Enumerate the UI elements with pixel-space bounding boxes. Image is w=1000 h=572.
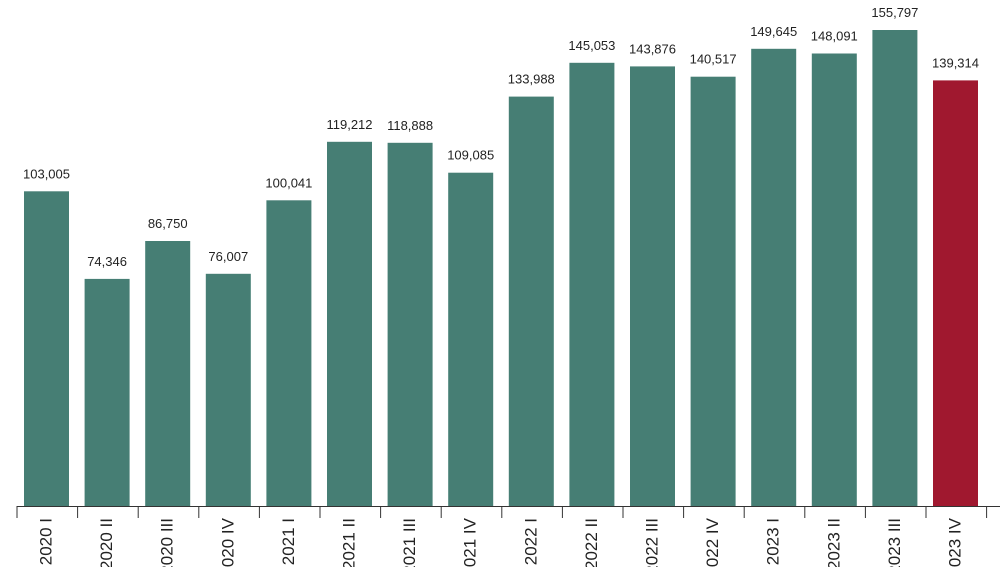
x-tick-label-10: 2022 II [582,518,601,567]
bar-1 [24,191,69,507]
value-label-15: 155,797 [871,5,918,20]
bars-layer [24,30,978,507]
x-tick-label-1: 2020 I [37,518,56,565]
bar-2 [84,278,130,506]
x-tick-label-4: 2020 IV [218,517,237,567]
x-tick-label-7: 2021 III [400,518,419,567]
value-label-8: 109,085 [447,148,494,163]
bar-4 [205,273,251,506]
x-tick-label-6: 2021 II [340,518,359,567]
value-label-2: 74,346 [87,254,127,269]
x-tick-label-16: 2023 IV [946,517,965,567]
bar-14 [811,53,857,506]
x-tick-label-8: 2021 IV [461,517,480,567]
bar-7 [387,142,433,507]
x-tick-label-14: 2023 II [824,518,843,567]
value-label-14: 148,091 [811,29,858,44]
value-label-6: 119,212 [326,117,372,132]
value-label-1: 103,005 [23,166,70,181]
bar-8 [448,172,494,506]
bar-10 [569,62,615,507]
bar-15 [872,30,918,506]
bar-11 [630,66,675,507]
value-label-10: 145,053 [568,38,615,53]
value-label-13: 149,645 [750,24,797,39]
x-axis: 2020 I 2020 II 2020 III 2020 IV 2021 I 2021 I… [16,506,1000,572]
x-tick-label-15: 2023 III [885,518,904,567]
bar-12 [690,76,736,506]
value-label-12: 140,517 [690,52,737,67]
bar-9 [508,96,554,506]
bar-5 [266,200,312,507]
value-label-16: 139,314 [932,55,979,70]
value-label-3: 86,750 [148,216,188,231]
bar-3 [145,241,191,506]
bar-16 [933,80,978,507]
x-tick-label-13: 2023 I [764,518,783,565]
value-label-5: 100,041 [265,175,312,190]
x-tick-label-11: 2022 III [643,518,662,567]
value-labels-layer: 103,005 74,346 86,750 76,007 100,041 119,212 1… [23,5,979,269]
x-tick-label-5: 2021 I [279,518,298,565]
value-label-11: 143,876 [629,41,676,56]
value-label-4: 76,007 [208,249,248,264]
value-label-9: 133,988 [508,72,555,87]
bar-13 [751,48,797,507]
x-tick-label-12: 2022 IV [703,517,722,567]
value-label-7: 118,888 [387,118,433,133]
x-tick-label-3: 2020 III [158,518,177,567]
x-tick-label-2: 2020 II [97,518,116,567]
bar-6 [327,141,372,507]
x-tick-label-9: 2022 I [521,518,540,565]
